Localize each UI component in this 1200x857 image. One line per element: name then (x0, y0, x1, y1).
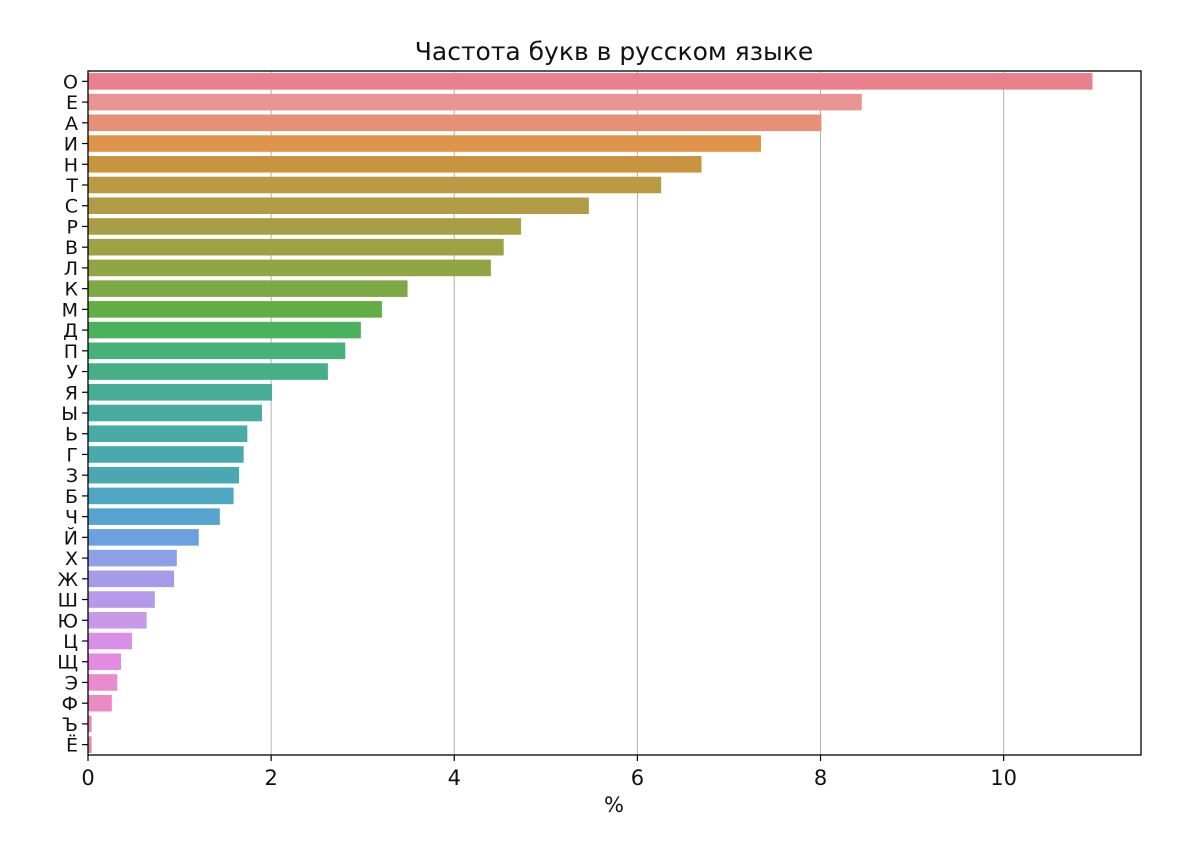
bar (88, 176, 662, 194)
bar (88, 425, 248, 443)
y-tick-label: О (63, 71, 78, 93)
y-tick-label: Ъ (62, 714, 78, 736)
bar (88, 736, 92, 753)
gridlines (270, 71, 1005, 755)
bar (88, 715, 92, 733)
y-tick-label: Э (65, 672, 78, 694)
bar (88, 694, 112, 712)
x-ticks: 0 2 4 6 8 10 (81, 755, 1017, 790)
bar (88, 363, 328, 380)
y-tick-label: П (64, 341, 78, 363)
y-tick-label: Ф (62, 693, 78, 715)
y-tick-label: Ш (58, 590, 78, 612)
bar (88, 529, 199, 546)
bar (88, 301, 382, 318)
bar (88, 591, 155, 608)
y-tick-label: Г (66, 444, 78, 466)
chart-title: Частота букв в русском языке (415, 37, 813, 66)
bar (88, 321, 361, 339)
bar (88, 73, 1093, 90)
y-tick-label: Р (67, 216, 78, 238)
bar (88, 218, 522, 235)
y-tick-label: Й (64, 526, 78, 549)
y-tick-label: Ь (65, 424, 78, 446)
bar (88, 155, 702, 173)
y-tick-label: Ю (57, 610, 78, 632)
y-tick-label: Е (66, 92, 78, 114)
bar (88, 508, 220, 525)
y-tick-label: И (64, 134, 78, 156)
x-tick-label: 6 (631, 766, 644, 790)
y-tick-label: С (65, 196, 78, 218)
bar (88, 93, 862, 111)
y-tick-label: Т (65, 175, 78, 197)
y-tick-label: В (65, 237, 78, 259)
y-tick-label: Ё (66, 734, 78, 757)
y-tick-label: Б (65, 486, 78, 508)
y-tick-label: Ж (58, 569, 79, 591)
y-tick-label: К (65, 279, 79, 301)
y-tick-label: А (65, 113, 78, 135)
bar (88, 466, 240, 484)
x-tick-label: 2 (264, 766, 277, 790)
bar (88, 632, 132, 650)
bar (88, 487, 234, 505)
bar (88, 674, 118, 691)
x-tick-label: 4 (448, 766, 461, 790)
bar (88, 238, 504, 256)
y-tick-label: Ц (63, 631, 78, 653)
y-tick-label: У (66, 362, 78, 384)
y-tick-label: Ы (61, 403, 78, 425)
bar (88, 114, 822, 132)
x-tick-label: 0 (81, 766, 94, 790)
bars (88, 73, 1093, 753)
bar (88, 549, 177, 567)
bar (88, 404, 262, 422)
bar (88, 383, 273, 401)
y-tick-label: Н (64, 154, 78, 176)
y-tick-label: Я (65, 382, 78, 404)
y-tick-label: Л (64, 258, 78, 280)
bar (88, 135, 762, 152)
bar (88, 653, 121, 671)
bar (88, 446, 244, 463)
bar (88, 197, 589, 215)
x-tick-label: 10 (990, 766, 1017, 790)
bar (88, 611, 147, 629)
y-tick-label: М (62, 299, 78, 321)
x-axis-label: % (604, 793, 624, 817)
y-tick-label: Щ (57, 652, 78, 674)
bar (88, 342, 346, 360)
bar (88, 259, 491, 277)
bar (88, 280, 408, 297)
x-tick-label: 8 (814, 766, 827, 790)
y-tick-label: Д (63, 320, 78, 342)
y-tick-label: Ч (65, 507, 78, 529)
y-tick-label: З (66, 465, 78, 487)
bar (88, 570, 175, 588)
y-tick-label: Х (65, 548, 78, 570)
